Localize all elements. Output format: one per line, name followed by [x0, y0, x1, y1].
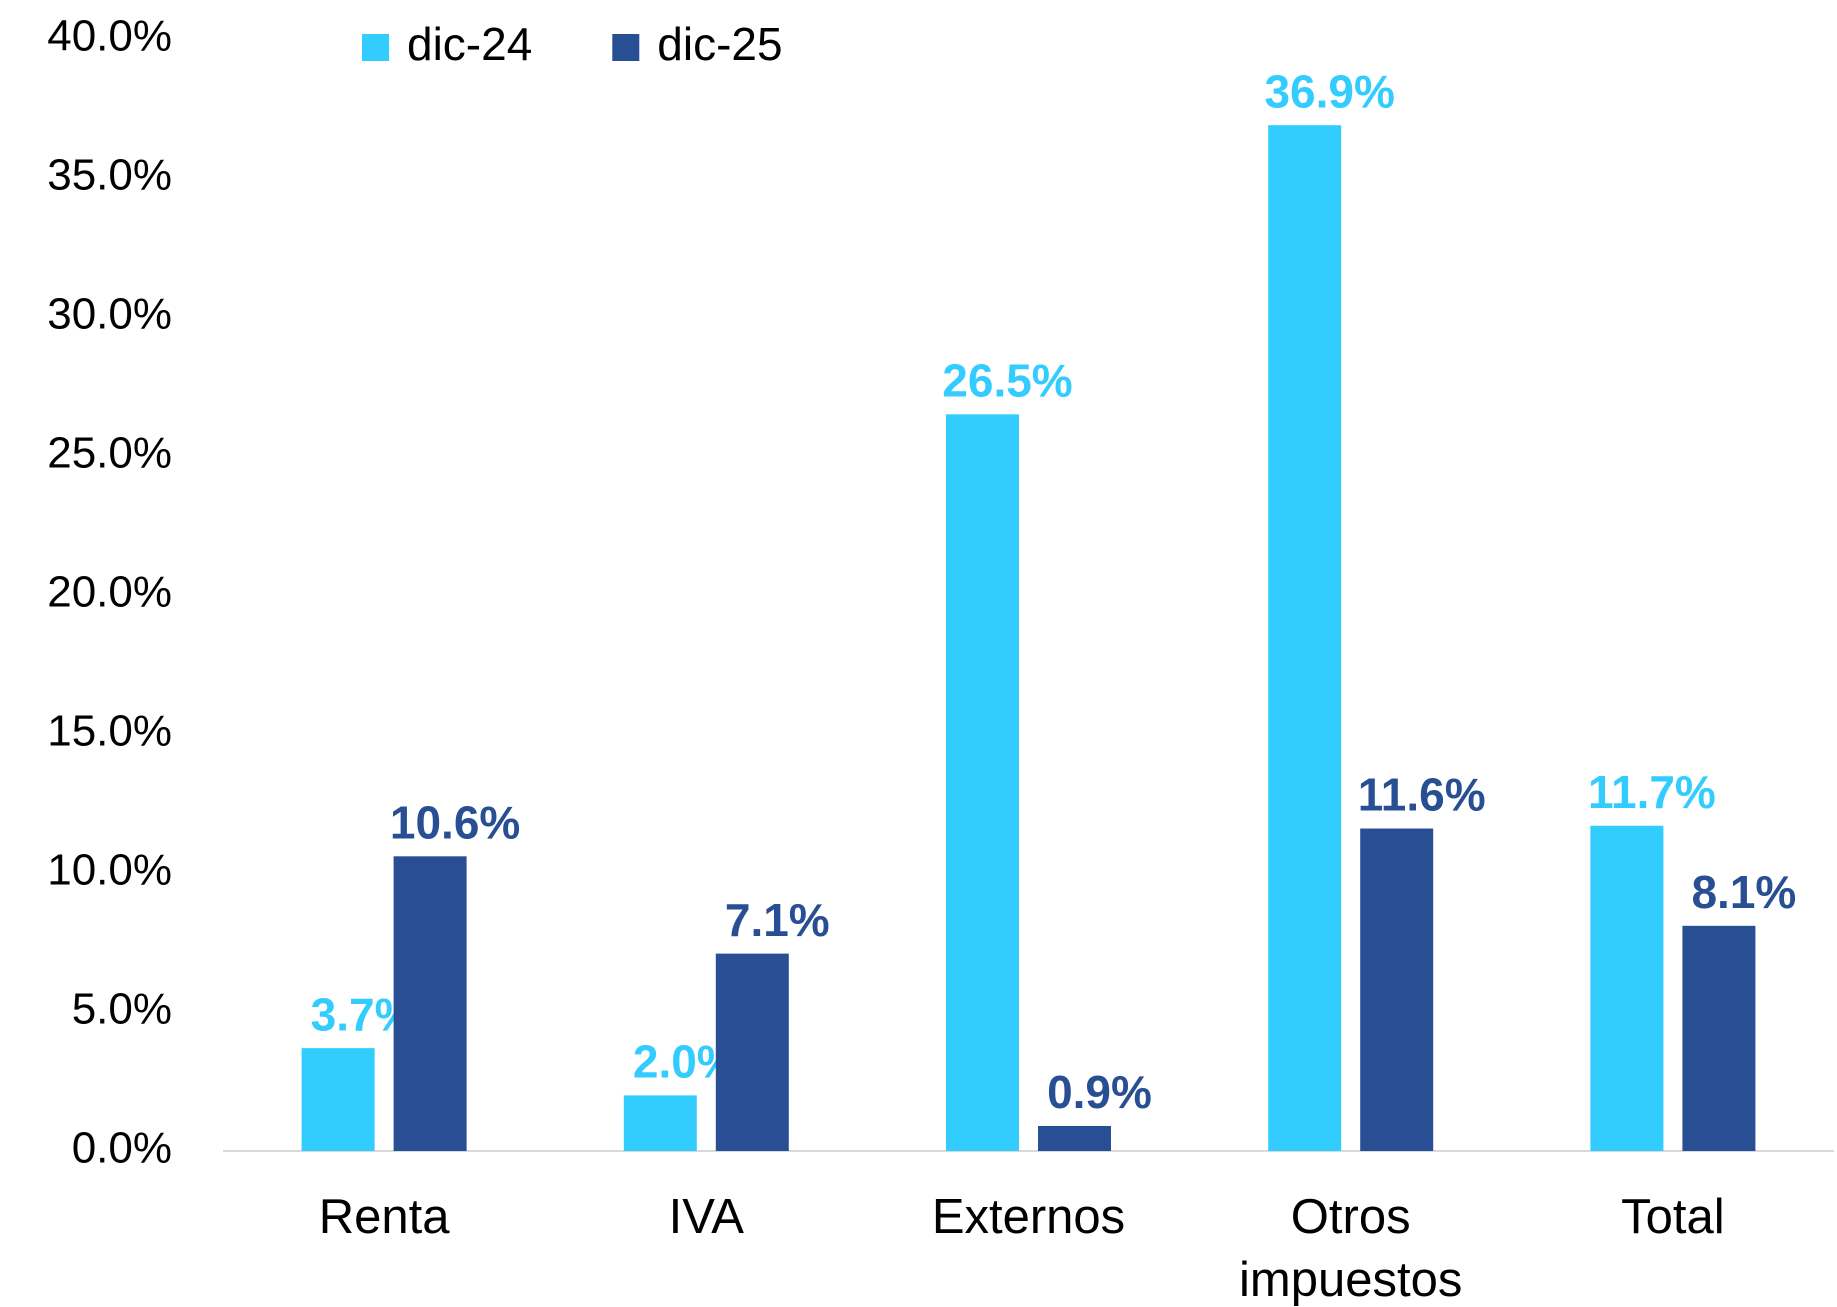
- bar: [715, 953, 789, 1151]
- data-label: 11.7%: [1588, 766, 1716, 818]
- x-tick-label: Renta: [319, 1190, 451, 1244]
- y-tick-label: 0.0%: [72, 1124, 172, 1173]
- y-tick-label: 5.0%: [72, 985, 172, 1034]
- y-tick-label: 25.0%: [47, 429, 172, 478]
- bar: [1038, 1125, 1111, 1151]
- x-tick-label: IVA: [669, 1190, 745, 1244]
- x-tick-label: Externos: [932, 1190, 1125, 1244]
- data-label: 7.1%: [725, 894, 830, 946]
- y-tick-label: 30.0%: [47, 290, 172, 339]
- bar: [301, 1048, 375, 1151]
- y-tick-label: 20.0%: [47, 568, 172, 617]
- y-tick-label: 10.0%: [47, 846, 172, 895]
- legend-label: dic-25: [657, 18, 782, 70]
- data-label: 26.5%: [942, 354, 1072, 406]
- bar: [946, 414, 1019, 1151]
- data-label: 0.9%: [1047, 1066, 1152, 1118]
- y-tick-label: 35.0%: [47, 151, 172, 200]
- x-tick-label: Otros impuestos: [1239, 1190, 1462, 1307]
- bar: [1682, 925, 1756, 1151]
- legend-label: dic-24: [407, 18, 532, 70]
- x-tick-label: Total: [1621, 1190, 1725, 1244]
- bar: [1590, 825, 1664, 1151]
- y-tick-label: 40.0%: [47, 12, 172, 61]
- y-tick-label: 15.0%: [47, 707, 172, 756]
- bar: [1268, 125, 1342, 1151]
- data-label: 8.1%: [1691, 866, 1796, 918]
- legend-swatch: [362, 34, 389, 61]
- data-label: 10.6%: [390, 796, 520, 848]
- bar: [1360, 828, 1434, 1151]
- data-label: 11.6%: [1358, 769, 1486, 821]
- legend-swatch: [612, 34, 640, 61]
- bar: [393, 856, 467, 1151]
- data-label: 36.9%: [1264, 65, 1394, 117]
- bar: [623, 1095, 697, 1151]
